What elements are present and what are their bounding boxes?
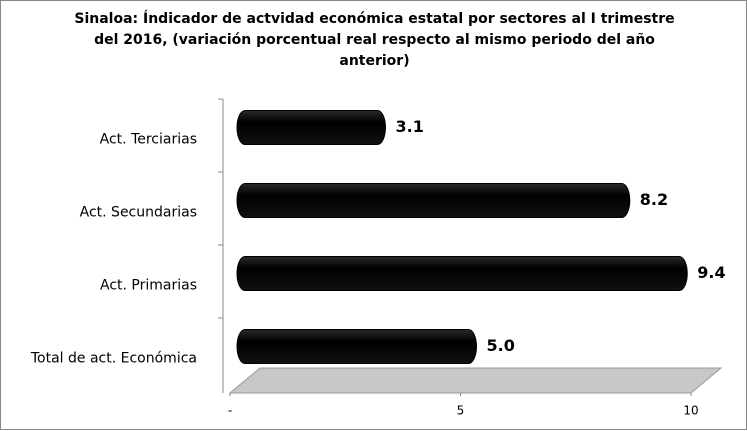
x-tick-label: 10 bbox=[683, 404, 698, 418]
y-tick-label: Total de act. Económica bbox=[30, 351, 197, 367]
bar bbox=[236, 329, 477, 364]
x-tick-label: 5 bbox=[457, 404, 465, 418]
value-label: 3.1 bbox=[395, 117, 423, 136]
y-tick-label: Act. Secundarias bbox=[80, 205, 197, 221]
bar bbox=[236, 256, 688, 291]
x-tick-label: - bbox=[228, 404, 232, 418]
bar bbox=[236, 110, 386, 145]
y-tick-label: Act. Terciarias bbox=[100, 132, 197, 148]
floor bbox=[228, 367, 723, 394]
value-label: 5.0 bbox=[487, 336, 515, 355]
value-label: 9.4 bbox=[697, 263, 725, 282]
y-tick-label: Act. Primarias bbox=[100, 278, 197, 294]
chart-title: Sinaloa: Índicador de actvidad económica… bbox=[74, 11, 675, 69]
value-label: 8.2 bbox=[640, 190, 668, 209]
bar bbox=[236, 183, 631, 218]
